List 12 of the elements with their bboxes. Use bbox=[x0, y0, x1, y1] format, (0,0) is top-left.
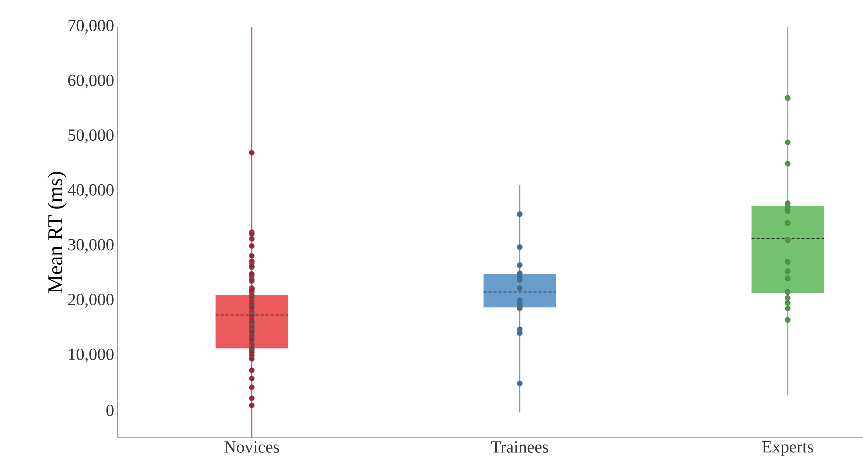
y-axis-title: Mean RT (ms) bbox=[48, 172, 67, 294]
y-tick-label: 20,000 bbox=[68, 294, 114, 308]
y-tick-label: 10,000 bbox=[69, 348, 114, 363]
x-tick-label: Novices bbox=[224, 442, 280, 453]
x-tick-label: Experts bbox=[762, 442, 814, 456]
y-tick-label: 40,000 bbox=[68, 184, 114, 198]
x-tick-label: Trainees bbox=[491, 442, 548, 453]
y-tick-label: 50,000 bbox=[68, 130, 114, 144]
y-tick-label: 70,000 bbox=[68, 20, 114, 34]
y-tick-label: 0 bbox=[106, 404, 114, 416]
y-tick-label: 60,000 bbox=[68, 74, 114, 89]
y-tick-label: 30,000 bbox=[68, 239, 114, 254]
